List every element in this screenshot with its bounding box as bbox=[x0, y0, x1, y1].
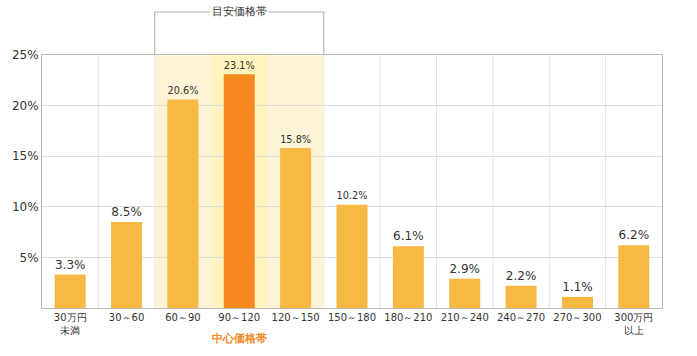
svg-text:5%: 5% bbox=[20, 251, 39, 265]
svg-text:6.2%: 6.2% bbox=[619, 228, 650, 242]
svg-text:20%: 20% bbox=[12, 99, 39, 113]
svg-text:90～120: 90～120 bbox=[218, 312, 260, 323]
svg-text:15%: 15% bbox=[12, 149, 39, 163]
svg-text:8.5%: 8.5% bbox=[111, 205, 142, 219]
svg-text:300万円以上: 300万円以上 bbox=[614, 312, 653, 336]
svg-text:150～180: 150～180 bbox=[328, 312, 376, 323]
svg-text:270～300: 270～300 bbox=[553, 312, 601, 323]
svg-text:30万円未満: 30万円未満 bbox=[54, 312, 87, 336]
svg-text:6.1%: 6.1% bbox=[393, 229, 424, 243]
svg-text:23.1%: 23.1% bbox=[224, 60, 255, 71]
svg-text:180～210: 180～210 bbox=[384, 312, 432, 323]
svg-text:25%: 25% bbox=[12, 48, 39, 62]
svg-text:1.1%: 1.1% bbox=[562, 280, 593, 294]
svg-text:240～270: 240～270 bbox=[497, 312, 545, 323]
svg-text:10.2%: 10.2% bbox=[337, 190, 368, 201]
svg-text:30～60: 30～60 bbox=[109, 312, 144, 323]
svg-text:2.9%: 2.9% bbox=[449, 262, 480, 276]
svg-text:2.2%: 2.2% bbox=[506, 269, 536, 283]
svg-text:210～240: 210～240 bbox=[441, 312, 489, 323]
svg-text:3.3%: 3.3% bbox=[55, 258, 86, 272]
svg-text:60～90: 60～90 bbox=[165, 312, 200, 323]
svg-text:20.6%: 20.6% bbox=[167, 85, 198, 96]
svg-text:目安価格帯: 目安価格帯 bbox=[212, 5, 267, 18]
svg-text:中心価格帯: 中心価格帯 bbox=[212, 332, 267, 345]
svg-text:15.8%: 15.8% bbox=[280, 134, 311, 145]
svg-text:120～150: 120～150 bbox=[272, 312, 320, 323]
svg-text:10%: 10% bbox=[12, 200, 39, 214]
